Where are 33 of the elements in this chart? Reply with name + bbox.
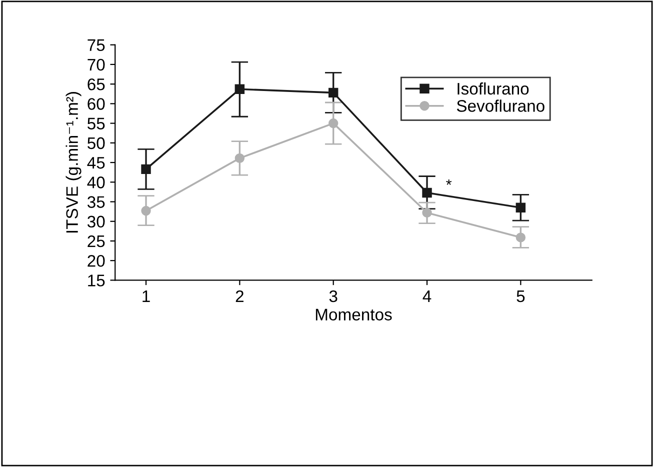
point — [516, 202, 526, 212]
point — [141, 206, 151, 216]
legend-label: Sevoflurano — [456, 100, 544, 112]
y-tick-label: 60 — [88, 98, 105, 110]
x-tick-label: 3 — [329, 290, 338, 302]
y-tick-label: 40 — [87, 176, 105, 188]
y-tick-label: 45 — [87, 157, 105, 169]
x-axis-title: Momentos — [316, 308, 392, 320]
x-tick-label: 4 — [422, 290, 432, 302]
y-tick-label: 65 — [88, 78, 105, 90]
y-tick-label: 55 — [88, 118, 105, 130]
point — [328, 88, 338, 98]
x-tick-label: 5 — [516, 290, 525, 302]
y-tick-label: 35 — [87, 196, 105, 208]
point — [422, 188, 432, 198]
y-tick-label: 70 — [88, 58, 105, 71]
point — [328, 118, 338, 128]
y-tick-label: 50 — [88, 137, 105, 150]
y-tick-label: 20 — [88, 254, 105, 267]
point — [516, 232, 526, 242]
y-axis-title: ITSVE (g.min⁻¹.m²) — [66, 92, 82, 233]
point — [234, 153, 245, 164]
legend-label: Isoflurano — [458, 82, 529, 95]
y-tick-label: 75 — [88, 39, 105, 52]
annotation: * — [446, 179, 452, 185]
point — [422, 208, 432, 218]
y-tick-label: 15 — [88, 274, 105, 286]
point — [141, 164, 151, 174]
point — [234, 84, 245, 94]
x-tick-label: 2 — [236, 290, 244, 302]
y-tick-label: 25 — [88, 235, 105, 248]
y-tick-label: 30 — [87, 216, 105, 228]
x-tick-label: 1 — [142, 290, 150, 302]
